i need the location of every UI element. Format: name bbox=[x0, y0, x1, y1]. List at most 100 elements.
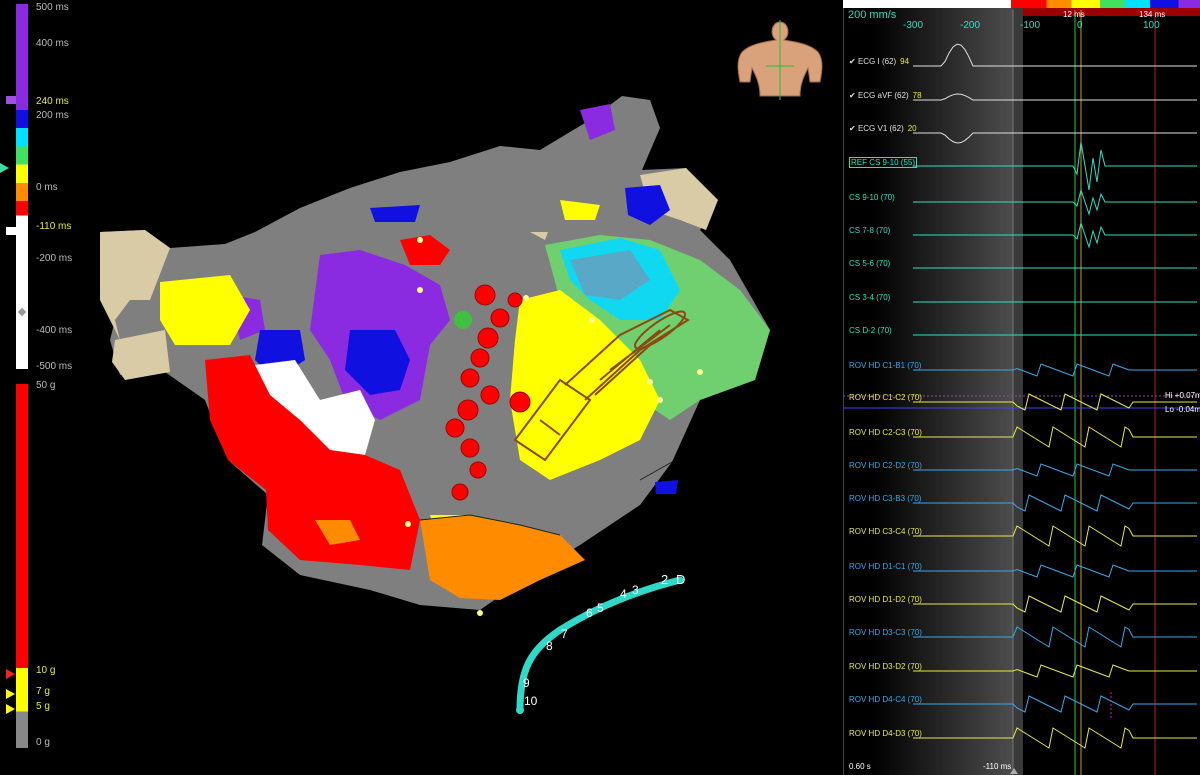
trace-value: 78 bbox=[912, 91, 922, 100]
badge-134ms: 134 ms bbox=[1139, 10, 1166, 19]
trace-name: ECG I (62) bbox=[857, 57, 897, 66]
checkmark-icon[interactable]: ✔ bbox=[849, 124, 858, 133]
force-label-7: 7 g bbox=[36, 686, 50, 697]
trace-label[interactable]: ✔ ECG aVF (62) 78 bbox=[849, 91, 922, 100]
gain-hi: Hi +0.07m bbox=[1165, 391, 1200, 400]
lat-label-500: 500 ms bbox=[36, 2, 69, 13]
cs-label-3: 3 bbox=[632, 583, 639, 597]
lat-label-minus-400: -400 ms bbox=[36, 325, 73, 336]
trace-name: ROV HD D4-C4 (70) bbox=[849, 695, 922, 704]
trace-label[interactable]: ✔ ECG V1 (62) 20 bbox=[849, 124, 917, 133]
cs-label-10: 10 bbox=[524, 694, 538, 708]
trace-name: ROV HD D1-C1 (70) bbox=[849, 562, 922, 571]
window-shade-tint bbox=[1013, 8, 1023, 775]
checkmark-icon[interactable]: ✔ bbox=[849, 57, 858, 66]
checkmark-icon[interactable]: ✔ bbox=[849, 91, 858, 100]
trace-line bbox=[913, 363, 1197, 377]
egm-scale-strip bbox=[843, 0, 1200, 8]
trace-name: CS 5-6 (70) bbox=[849, 259, 891, 268]
trace-line bbox=[913, 132, 1197, 144]
trace-label[interactable]: ROV HD D1-D2 (70) bbox=[849, 595, 922, 604]
cs-label-7: 7 bbox=[561, 627, 568, 641]
trace-label[interactable]: ROV HD D4-D3 (70) bbox=[849, 729, 922, 738]
force-label-50: 50 g bbox=[36, 380, 56, 391]
trace-label[interactable]: ROV HD C2-C3 (70) bbox=[849, 428, 922, 437]
trace-line bbox=[913, 141, 1197, 191]
trace-label[interactable]: ROV HD D3-C3 (70) bbox=[849, 628, 922, 637]
trace-line bbox=[913, 93, 1197, 101]
gain-lo: Lo -0.04m bbox=[1165, 405, 1200, 414]
egm-traces bbox=[843, 10, 1200, 775]
trace-name: ROV HD C1-B1 (70) bbox=[849, 361, 922, 370]
trace-name: ECG aVF (62) bbox=[857, 91, 909, 100]
trace-line bbox=[913, 525, 1197, 547]
torso-orientation-icon[interactable] bbox=[730, 20, 830, 100]
trace-label[interactable]: ✔ ECG I (62) 94 bbox=[849, 57, 909, 66]
trace-line bbox=[913, 595, 1197, 613]
time-tick-label: 100 bbox=[1143, 20, 1160, 31]
trace-name: CS 3-4 (70) bbox=[849, 293, 891, 302]
trace-label[interactable]: ROV HD C1-B1 (70) bbox=[849, 361, 921, 370]
trace-label[interactable]: CS D-2 (70) bbox=[849, 326, 892, 335]
trace-name: ROV HD D3-C3 (70) bbox=[849, 628, 922, 637]
window-start-ms: -110 ms bbox=[983, 762, 1012, 771]
lat-label-200: 200 ms bbox=[36, 110, 69, 121]
trace-value: 20 bbox=[907, 124, 917, 133]
cs-catheter[interactable] bbox=[500, 560, 710, 730]
window-handle-icon[interactable] bbox=[1010, 768, 1018, 774]
trace-name: ROV HD D4-D3 (70) bbox=[849, 729, 922, 738]
lat-label-minus-500: -500 ms bbox=[36, 361, 73, 372]
force-label-0: 0 g bbox=[36, 737, 50, 748]
trace-label[interactable]: ROV HD D1-C1 (70) bbox=[849, 562, 922, 571]
lat-label-minus-110: -110 ms bbox=[36, 221, 72, 232]
trace-name: REF CS 9-10 (55) bbox=[851, 158, 916, 167]
trace-line bbox=[913, 494, 1197, 512]
trace-name: CS D-2 (70) bbox=[849, 326, 892, 335]
egm-panel[interactable]: 200 mm/s -300 -200 -100 0 100 12 ms 134 ms ✔… bbox=[843, 0, 1200, 775]
cs-label-5: 5 bbox=[597, 601, 604, 615]
trace-label[interactable]: ROV HD C3-B3 (70) bbox=[849, 494, 921, 503]
cs-label-4: 4 bbox=[620, 587, 627, 601]
cs-label-2: 2 bbox=[661, 572, 669, 587]
trace-label[interactable]: CS 5-6 (70) bbox=[849, 259, 890, 268]
trace-line bbox=[913, 43, 1197, 67]
trace-name: ROV HD C1-C2 (70) bbox=[849, 393, 922, 402]
trace-line bbox=[913, 221, 1197, 249]
trace-name: CS 9-10 (70) bbox=[849, 193, 895, 202]
force-label-5: 5 g bbox=[36, 701, 50, 712]
lat-lower-marker-icon[interactable] bbox=[6, 227, 16, 235]
badge-12ms: 12 ms bbox=[1063, 10, 1085, 19]
trace-line bbox=[913, 463, 1197, 477]
trace-label[interactable]: ROV HD D4-C4 (70) bbox=[849, 695, 922, 704]
trace-line bbox=[913, 664, 1197, 678]
trace-name: ROV HD C3-B3 (70) bbox=[849, 494, 922, 503]
lat-label-240: 240 ms bbox=[36, 96, 69, 107]
trace-value: 94 bbox=[900, 57, 910, 66]
egm-timeline-bar[interactable] bbox=[1023, 8, 1200, 16]
lat-upper-marker-icon[interactable] bbox=[6, 96, 16, 104]
trace-label[interactable]: ROV HD C2-D2 (70) bbox=[849, 461, 922, 470]
time-tick-label: 0 bbox=[1077, 20, 1083, 31]
cs-label-8: 8 bbox=[546, 639, 553, 653]
trace-label[interactable]: CS 7-8 (70) bbox=[849, 226, 890, 235]
force-10g-marker-icon[interactable] bbox=[6, 669, 15, 679]
trace-label[interactable]: ROV HD D3-D2 (70) bbox=[849, 662, 922, 671]
trace-label[interactable]: ROV HD C1-C2 (70) bbox=[849, 393, 922, 402]
trace-label[interactable]: CS 9-10 (70) bbox=[849, 193, 895, 202]
trace-label[interactable]: REF CS 9-10 (55) bbox=[849, 157, 918, 168]
lat-label-400: 400 ms bbox=[36, 38, 69, 49]
force-5g-marker-icon[interactable] bbox=[6, 704, 15, 714]
force-7g-marker-icon[interactable] bbox=[6, 689, 15, 699]
trace-name: ECG V1 (62) bbox=[857, 124, 904, 133]
sweep-speed[interactable]: 200 mm/s bbox=[848, 9, 897, 21]
trace-label[interactable]: ROV HD C3-C4 (70) bbox=[849, 527, 922, 536]
electroanatomic-3d-map[interactable] bbox=[80, 85, 780, 625]
lat-window-marker-icon[interactable] bbox=[0, 163, 9, 173]
time-tick-label: -100 bbox=[1020, 20, 1041, 31]
lat-label-minus-200: -200 ms bbox=[36, 253, 73, 264]
trace-name: ROV HD D3-D2 (70) bbox=[849, 662, 922, 671]
trace-label[interactable]: CS 3-4 (70) bbox=[849, 293, 890, 302]
force-label-10: 10 g bbox=[36, 665, 56, 676]
force-color-bar bbox=[16, 384, 28, 748]
trace-line bbox=[913, 188, 1197, 216]
